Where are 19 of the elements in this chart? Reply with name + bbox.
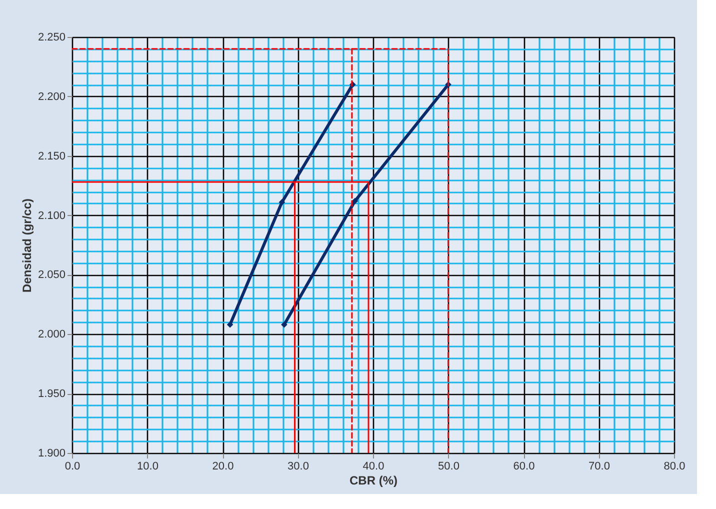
x-tick-label: 30.0 — [288, 460, 309, 472]
y-tick-label: 2.100 — [38, 210, 66, 222]
y-tick-label: 2.250 — [38, 32, 66, 44]
x-tick-label: 80.0 — [664, 460, 686, 472]
x-axis-title: CBR (%) — [350, 474, 398, 488]
x-tick-label: 0.0 — [64, 460, 80, 472]
y-tick-label: 1.900 — [38, 448, 66, 460]
x-tick-label: 60.0 — [513, 460, 535, 472]
y-tick-label: 2.050 — [38, 269, 66, 282]
y-tick-label: 2.000 — [38, 328, 66, 341]
x-tick-label: 10.0 — [137, 460, 158, 472]
y-axis-title: Densidad (gr/cc) — [20, 198, 34, 293]
x-tick-label: 50.0 — [438, 460, 460, 472]
x-tick-label: 40.0 — [362, 460, 384, 472]
y-tick-label: 2.200 — [38, 90, 66, 103]
y-tick-label: 1.950 — [38, 388, 66, 400]
x-tick-label: 20.0 — [212, 460, 234, 472]
y-tick-label: 2.150 — [38, 150, 66, 162]
x-tick-label: 70.0 — [588, 460, 610, 472]
